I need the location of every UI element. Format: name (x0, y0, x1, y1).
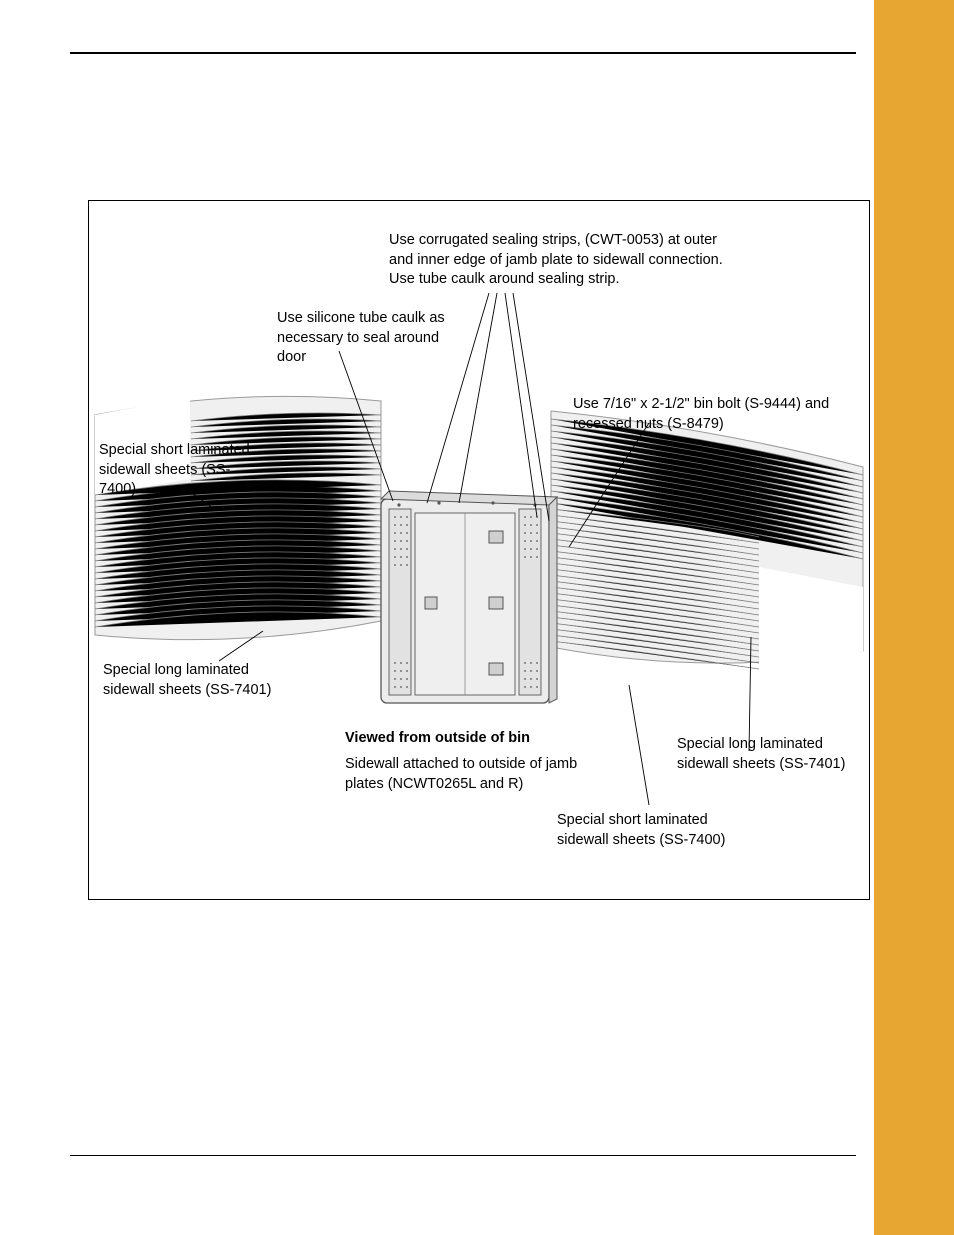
callout-short-left: Special short laminated sidewall sheets … (99, 441, 259, 500)
callout-long-left: Special long laminated sidewall sheets (… (103, 661, 293, 700)
callout-long-right: Special long laminated sidewall sheets (… (677, 735, 867, 774)
figure-frame: Use corrugated sealing strips, (CWT-0053… (88, 200, 870, 900)
top-rule (70, 52, 856, 54)
callout-short-right: Special short laminated sidewall sheets … (557, 811, 757, 850)
callout-sealing-strips: Use corrugated sealing strips, (CWT-0053… (389, 231, 729, 290)
view-subtitle: Sidewall attached to outside of jamb pla… (345, 755, 585, 794)
assembly-diagram (89, 201, 871, 901)
view-title: Viewed from outside of bin (345, 729, 605, 749)
callout-silicone: Use silicone tube caulk as necessary to … (277, 309, 467, 368)
bottom-rule (70, 1155, 856, 1156)
callout-bin-bolt: Use 7/16" x 2-1/2" bin bolt (S-9444) and… (573, 395, 853, 434)
accent-sidebar (874, 0, 954, 1235)
